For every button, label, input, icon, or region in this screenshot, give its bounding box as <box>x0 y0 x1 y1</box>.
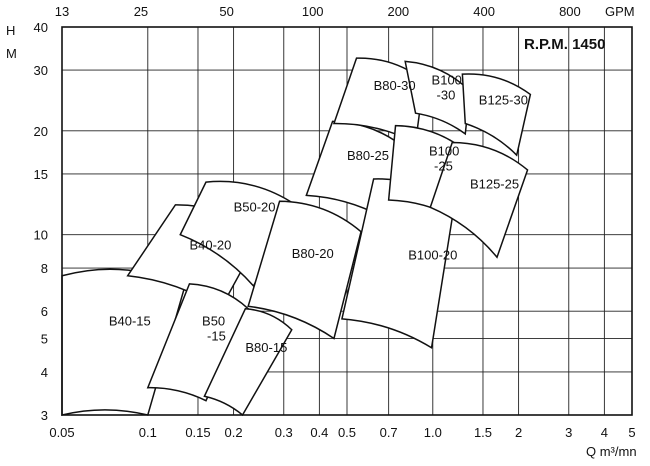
pump-region-label: B50-20 <box>234 199 276 214</box>
x-tick-label: 4 <box>601 425 608 440</box>
y-tick-label: 3 <box>41 408 48 423</box>
y-tick-label: 5 <box>41 331 48 346</box>
pump-region <box>461 73 532 157</box>
x-tick-label: 1.0 <box>424 425 442 440</box>
x-top-tick-label: 400 <box>473 4 495 19</box>
x-tick-label: 0.4 <box>310 425 328 440</box>
y-tick-label: 40 <box>34 20 48 35</box>
x-tick-label: 0.3 <box>275 425 293 440</box>
y-unit-label-m: M <box>6 46 17 61</box>
x-tick-label: 0.2 <box>225 425 243 440</box>
x-top-tick-label: 25 <box>134 4 148 19</box>
x-top-tick-label: 100 <box>302 4 324 19</box>
pump-region-label: B50 -15 <box>202 313 226 343</box>
pump-region-label: B40-15 <box>109 314 151 329</box>
x-tick-label: 5 <box>628 425 635 440</box>
pump-region-label: B80-20 <box>292 246 334 261</box>
pump-region <box>247 200 362 340</box>
pump-region-label: B100 -30 <box>432 73 462 103</box>
pump-region-label: B125-30 <box>479 92 528 107</box>
x-top-tick-label: 50 <box>219 4 233 19</box>
x-tick-label: 1.5 <box>474 425 492 440</box>
y-tick-label: 15 <box>34 167 48 182</box>
y-tick-label: 4 <box>41 365 48 380</box>
pump-region-label: B40-20 <box>189 238 231 253</box>
x-tick-label: 0.1 <box>139 425 157 440</box>
plot-frame <box>61 26 633 416</box>
pump-region-label: B80-30 <box>374 78 416 93</box>
y-tick-label: 8 <box>41 261 48 276</box>
pump-region-label: B100 -25 <box>429 144 459 174</box>
x-tick-label: 3 <box>565 425 572 440</box>
x-tick-label: 0.05 <box>49 425 74 440</box>
y-tick-label: 30 <box>34 63 48 78</box>
y-tick-label: 10 <box>34 228 48 243</box>
pump-region-label: B80-25 <box>347 148 389 163</box>
y-unit-label-h: H <box>6 23 15 38</box>
x-unit-label: Q m³/mn <box>586 444 637 459</box>
x-tick-label: 0.5 <box>338 425 356 440</box>
x-tick-label: 0.15 <box>185 425 210 440</box>
x-tick-label: 0.7 <box>380 425 398 440</box>
pump-region-label: B125-25 <box>470 176 519 191</box>
chart-title: R.P.M. 1450 <box>524 36 605 53</box>
pump-region <box>429 141 529 259</box>
y-tick-label: 20 <box>34 124 48 139</box>
x-top-unit-label: GPM <box>605 4 635 19</box>
x-top-tick-label: 200 <box>387 4 409 19</box>
x-top-tick-label: 800 <box>559 4 581 19</box>
x-top-tick-label: 13 <box>55 4 69 19</box>
pump-region-label: B80-15 <box>245 340 287 355</box>
pump-region-label: B100-20 <box>408 248 457 263</box>
x-tick-label: 2 <box>515 425 522 440</box>
y-tick-label: 6 <box>41 304 48 319</box>
